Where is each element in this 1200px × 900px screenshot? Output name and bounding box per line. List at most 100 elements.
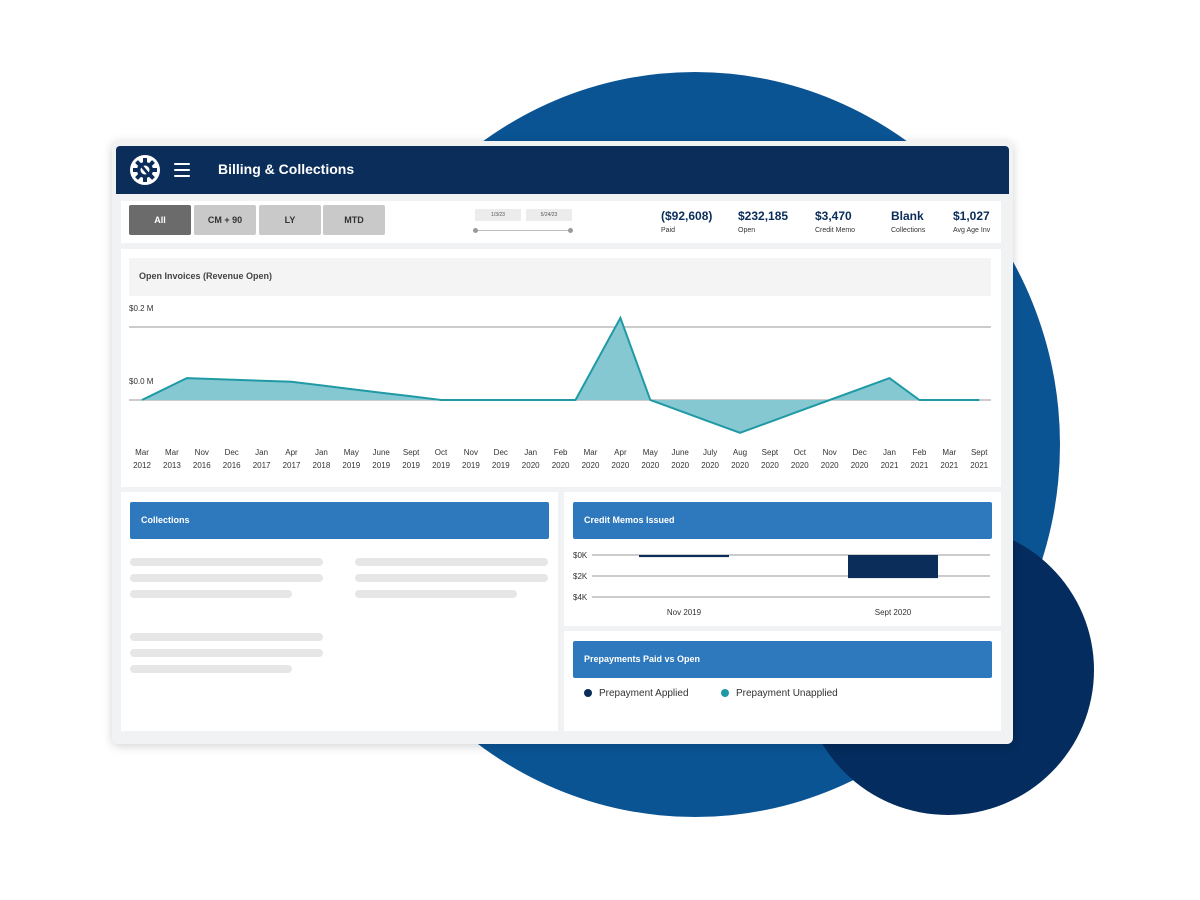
collections-placeholder-line [130,574,323,582]
credit-memo-bar [639,555,729,558]
open-invoices-panel: Open Invoices (Revenue Open) $0.2 M $0.0 … [121,249,1001,487]
area-fill [142,317,980,433]
x-tick-label-month: Jan [255,448,268,457]
x-tick-label-month: Oct [794,448,807,457]
x-tick-label-year: 2020 [821,461,839,470]
x-tick-label-year: 2017 [283,461,301,470]
kpi-collections-value: Blank [891,209,924,223]
x-tick-label-year: 2019 [402,461,420,470]
x-tick-label-year: 2019 [492,461,510,470]
x-tick-label-month: Sept [403,448,420,457]
kpi-open: $232,185 Open [738,209,788,234]
x-tick-label-month: Sept [971,448,988,457]
credit-memo-bar [848,555,938,579]
x-tick-label: Nov 2019 [667,608,702,617]
prepayments-header: Prepayments Paid vs Open [573,641,992,678]
collections-placeholder-line [355,574,548,582]
legend-dot-unapplied [721,689,729,697]
x-tick-label-month: Aug [733,448,747,457]
x-tick-label-year: 2021 [911,461,929,470]
x-tick-label-month: May [643,448,658,457]
x-tick-label-month: Dec [494,448,508,457]
collections-placeholder-line [130,590,292,598]
date-end-field[interactable]: 5/24/23 [526,209,572,221]
x-tick-label-year: 2020 [522,461,540,470]
open-invoices-area-chart[interactable]: $0.2 M $0.0 M Mar 2012 Mar 2013 Nov 2016 Dec 2016… [121,249,1001,487]
x-tick-label-year: 2020 [851,461,869,470]
y-tick-label: $2K [573,572,588,581]
x-tick-label-year: 2019 [432,461,450,470]
y-tick-label: $0.0 M [129,377,154,386]
prepayments-title: Prepayments Paid vs Open [584,654,701,664]
x-tick-label-month: Mar [584,448,598,457]
y-tick-label: $0.2 M [129,304,154,313]
legend-label-applied: Prepayment Applied [599,688,689,699]
x-tick-label-year: 2021 [940,461,958,470]
legend-item-unapplied[interactable]: Prepayment Unapplied [721,688,838,699]
x-tick-label-month: Oct [435,448,448,457]
legend-label-unapplied: Prepayment Unapplied [736,688,838,699]
gear-wrench-logo-icon[interactable] [129,154,161,186]
credit-memos-bar-chart[interactable]: $0K $2K $4K Nov 2019 Sept 2020 [564,492,1001,626]
x-tick-label-year: 2020 [612,461,630,470]
x-tick-label-month: May [344,448,359,457]
filter-cm90-button[interactable]: CM + 90 [194,205,256,235]
x-tick-label-year: 2020 [641,461,659,470]
date-range-slider[interactable] [475,230,571,231]
y-tick-label: $0K [573,551,588,560]
hamburger-menu-icon[interactable] [174,163,190,177]
x-tick-label-month: Dec [852,448,866,457]
x-tick-label-month: Apr [614,448,627,457]
prepayments-panel: Prepayments Paid vs Open Prepayment Appl… [564,631,1001,731]
kpi-avg-age-label: Avg Age Inv [953,227,991,234]
x-tick-label-month: June [373,448,391,457]
x-tick-label-year: 2020 [791,461,809,470]
x-tick-label-month: Mar [135,448,149,457]
x-tick-label-year: 2020 [701,461,719,470]
legend-dot-applied [584,689,592,697]
slider-start-handle[interactable] [473,228,478,233]
x-tick-label-month: Nov [464,448,478,457]
app-header: Billing & Collections [116,146,1009,194]
credit-memos-title: Credit Memos Issued [584,515,675,525]
x-tick-label-year: 2013 [163,461,181,470]
x-tick-label: Sept 2020 [875,608,912,617]
open-invoices-title: Open Invoices (Revenue Open) [139,271,273,281]
collections-placeholder-line [130,649,323,657]
x-tick-label-year: 2020 [582,461,600,470]
x-tick-label-month: Nov [195,448,209,457]
date-start-field[interactable]: 1/3/23 [475,209,521,221]
x-tick-label-year: 2021 [881,461,899,470]
filter-mtd-button[interactable]: MTD [323,205,385,235]
x-tick-label-year: 2019 [372,461,390,470]
x-tick-label-year: 2018 [313,461,331,470]
x-tick-label-month: Feb [913,448,927,457]
x-tick-label-month: July [703,448,717,457]
filter-all-button[interactable]: All [129,205,191,235]
x-tick-label-month: Dec [225,448,239,457]
x-tick-label-year: 2017 [253,461,271,470]
credit-memos-panel: Credit Memos Issued $0K $2K $4K Nov 2019 Sep… [564,492,1001,626]
x-tick-label-year: 2019 [462,461,480,470]
kpi-avg-age: $1,027 Avg Age Inv [953,209,990,234]
x-tick-label-year: 2020 [671,461,689,470]
collections-placeholder-line [130,558,323,566]
y-tick-label: $4K [573,593,588,602]
area-line [141,315,980,434]
collections-title: Collections [141,515,190,525]
x-tick-label-year: 2019 [342,461,360,470]
collections-placeholder-line [355,558,548,566]
filter-ly-button[interactable]: LY [259,205,321,235]
slider-end-handle[interactable] [568,228,573,233]
x-tick-label-year: 2020 [731,461,749,470]
kpi-credit-memo-value: $3,470 [815,209,852,223]
legend-item-applied[interactable]: Prepayment Applied [584,688,689,699]
x-tick-label-month: June [672,448,690,457]
app-title: Billing & Collections [218,161,355,177]
x-tick-label-month: Sept [762,448,779,457]
x-tick-label-month: Jan [883,448,896,457]
x-tick-label-month: Nov [823,448,837,457]
x-tick-label-year: 2020 [761,461,779,470]
x-tick-label-month: Jan [524,448,537,457]
kpi-credit-memo-label: Credit Memo [815,227,856,234]
